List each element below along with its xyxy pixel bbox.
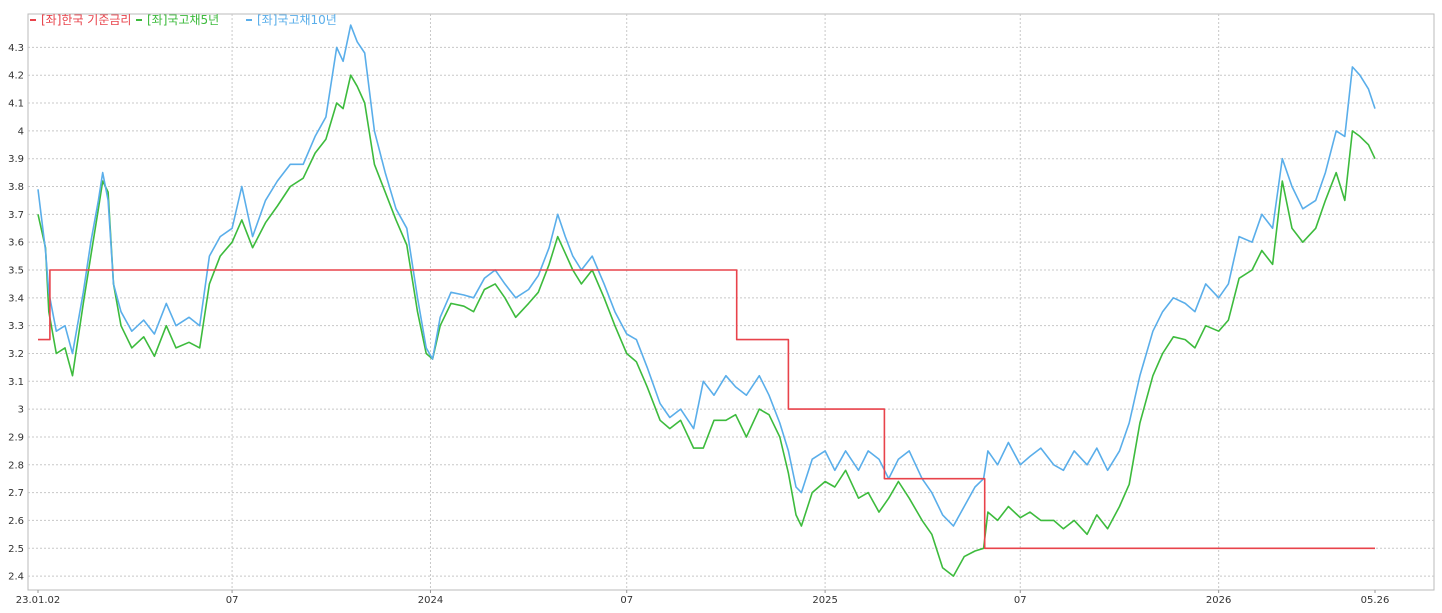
x-tick-label: 2024 bbox=[418, 595, 443, 606]
y-tick-label: 2.9 bbox=[8, 432, 24, 443]
legend-label: [좌]국고채10년 bbox=[257, 13, 337, 27]
y-tick-label: 2.5 bbox=[8, 544, 24, 555]
x-gridlines bbox=[37, 14, 1376, 593]
y-tick-label: 4 bbox=[18, 126, 24, 137]
x-tick-label: 07 bbox=[620, 595, 633, 606]
y-tick-label: 3.5 bbox=[8, 266, 24, 277]
legend-label: [좌]한국 기준금리 bbox=[41, 13, 131, 27]
y-tick-label: 4.2 bbox=[8, 71, 24, 82]
x-tick-label: 2025 bbox=[812, 595, 837, 606]
y-gridlines bbox=[28, 46, 1434, 577]
y-tick-label: 3.6 bbox=[8, 238, 24, 249]
x-axis-ticks: 23.01.02 07 2024 07 2025 07 2026 05.26 bbox=[16, 595, 1390, 606]
legend-label: [좌]국고채5년 bbox=[147, 13, 219, 27]
y-tick-label: 4.3 bbox=[8, 43, 24, 54]
x-tick-label: 05.26 bbox=[1361, 595, 1390, 606]
series-line-0 bbox=[38, 269, 1375, 550]
y-tick-label: 3.2 bbox=[8, 349, 24, 360]
y-tick-label: 2.6 bbox=[8, 516, 24, 527]
y-axis-ticks: 4.3 4.2 4.1 4 3.9 3.8 3.7 3.6 3.5 3.4 3.3 3.2 3.1 3 2.… bbox=[8, 43, 24, 583]
y-tick-label: 2.7 bbox=[8, 488, 24, 499]
series-line-1 bbox=[37, 74, 1376, 577]
legend: [좌]한국 기준금리 [좌]국고채5년 [좌]국고채10년 bbox=[30, 13, 337, 27]
series-layer bbox=[37, 24, 1376, 577]
y-tick-label: 3.4 bbox=[8, 293, 24, 304]
x-tick-label: 07 bbox=[1014, 595, 1027, 606]
y-tick-label: 2.8 bbox=[8, 460, 24, 471]
y-tick-label: 2.4 bbox=[8, 572, 24, 583]
y-tick-label: 3.3 bbox=[8, 321, 24, 332]
y-tick-label: 4.1 bbox=[8, 99, 24, 110]
y-tick-label: 3.7 bbox=[8, 210, 24, 221]
y-tick-label: 3.9 bbox=[8, 154, 24, 165]
x-tick-label: 23.01.02 bbox=[16, 595, 61, 606]
y-tick-label: 3.8 bbox=[8, 182, 24, 193]
x-tick-label: 2026 bbox=[1206, 595, 1231, 606]
series-line-2 bbox=[37, 24, 1376, 527]
x-tick-label: 07 bbox=[226, 595, 239, 606]
plot-frame bbox=[27, 13, 1435, 591]
y-tick-label: 3.1 bbox=[8, 377, 24, 388]
y-tick-label: 3 bbox=[18, 405, 24, 416]
